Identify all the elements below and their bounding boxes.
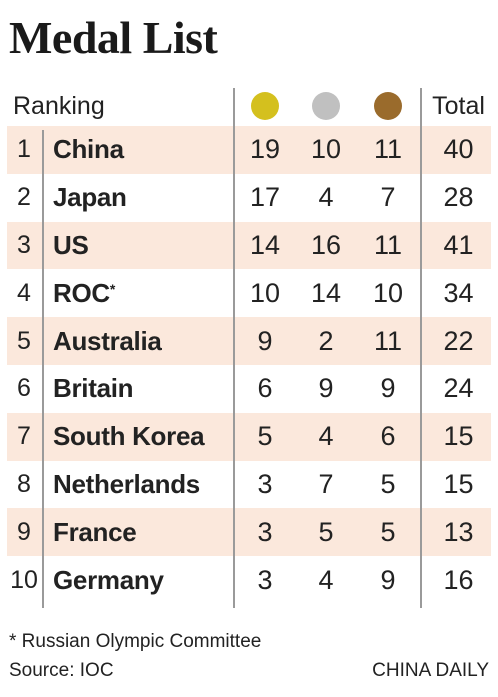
gold-count: 6: [257, 373, 273, 404]
footnote-mark: *: [109, 281, 116, 298]
country-cell: Japan: [53, 174, 238, 222]
table-row: 6 Britain 6 9 9 24: [7, 365, 491, 413]
bronze-count: 11: [373, 134, 403, 165]
bronze-count: 11: [373, 229, 403, 260]
rank-cell: 5: [17, 326, 31, 355]
total-count: 15: [443, 468, 474, 499]
bronze-count: 6: [380, 421, 396, 452]
table-row: 4 ROC * 10 14 10 34: [7, 269, 491, 317]
bronze-medal-icon: [374, 92, 402, 120]
column-divider: [233, 88, 235, 608]
table-row: 9 France 3 5 5 13: [7, 508, 491, 557]
table-row: 3 US 14 16 11 41: [7, 221, 491, 270]
table-row: 10 Germany 3 4 9 16: [7, 556, 491, 604]
total-count: 34: [443, 277, 474, 308]
ranking-header: Ranking: [13, 91, 105, 120]
gold-medal-icon: [251, 92, 279, 120]
bronze-count: 5: [380, 516, 396, 547]
total-count: 22: [443, 325, 474, 356]
bronze-count: 7: [380, 182, 396, 213]
country-name: Japan: [53, 182, 127, 213]
gold-count: 3: [257, 564, 273, 595]
country-cell: Britain: [53, 365, 238, 413]
country-name: Germany: [53, 564, 164, 595]
country-name: South Korea: [53, 421, 205, 452]
silver-count: 9: [318, 373, 334, 404]
medal-table: Ranking Total 1 China 19 10 11 40 2 Japan 17 4 7 28…: [7, 86, 491, 604]
rank-cell: 6: [17, 374, 31, 403]
country-cell: Australia: [53, 317, 238, 365]
total-count: 15: [443, 421, 474, 452]
silver-column-header: [295, 86, 357, 126]
gold-count: 5: [257, 421, 273, 452]
silver-count: 4: [318, 182, 334, 213]
country-cell: Germany: [53, 556, 238, 604]
country-cell: South Korea: [53, 413, 238, 461]
total-count: 13: [443, 516, 474, 547]
country-cell: ROC *: [53, 269, 238, 317]
rank-cell: 2: [17, 183, 31, 212]
country-name: Britain: [53, 373, 134, 404]
page-title: Medal List: [9, 12, 218, 63]
rank-cell: 4: [17, 278, 31, 307]
table-row: 8 Netherlands 3 7 5 15: [7, 461, 491, 509]
total-count: 28: [443, 182, 474, 213]
bronze-count: 5: [380, 468, 396, 499]
rank-cell: 1: [17, 135, 31, 164]
rank-cell: 9: [17, 517, 31, 546]
gold-count: 3: [257, 516, 273, 547]
brand-label: CHINA DAILY: [372, 660, 489, 681]
silver-count: 10: [310, 134, 342, 165]
total-header: Total: [432, 91, 485, 120]
gold-count: 3: [257, 468, 273, 499]
silver-count: 4: [318, 564, 334, 595]
rank-cell: 8: [17, 469, 31, 498]
table-row: 7 South Korea 5 4 6 15: [7, 412, 491, 461]
gold-count: 9: [257, 325, 273, 356]
column-divider: [42, 130, 44, 608]
total-count: 40: [443, 134, 474, 165]
country-name: Australia: [53, 325, 162, 356]
country-name: France: [53, 516, 137, 547]
country-name: US: [53, 229, 89, 260]
silver-count: 14: [310, 277, 342, 308]
total-count: 24: [443, 373, 474, 404]
silver-count: 5: [318, 516, 334, 547]
rank-cell: 10: [10, 565, 38, 594]
silver-medal-icon: [312, 92, 340, 120]
country-cell: China: [53, 126, 238, 174]
table-row: 1 China 19 10 11 40: [7, 126, 491, 174]
bronze-count: 11: [373, 325, 403, 356]
footnote: * Russian Olympic Committee: [9, 631, 262, 652]
table-header: Ranking Total: [7, 86, 491, 126]
silver-count: 4: [318, 421, 334, 452]
rank-cell: 3: [17, 230, 31, 259]
table-row: 2 Japan 17 4 7 28: [7, 174, 491, 222]
silver-count: 7: [318, 468, 334, 499]
bronze-column-header: [357, 86, 419, 126]
silver-count: 2: [318, 325, 334, 356]
gold-count: 19: [249, 134, 281, 165]
gold-count: 17: [249, 182, 281, 213]
bronze-count: 9: [380, 373, 396, 404]
country-cell: US: [53, 222, 238, 270]
rank-cell: 7: [17, 422, 31, 451]
column-divider: [420, 88, 422, 608]
total-count: 41: [443, 229, 474, 260]
table-body: 1 China 19 10 11 40 2 Japan 17 4 7 28 3 US 14 16 11 41 4 RO…: [7, 126, 491, 604]
table-row: 5 Australia 9 2 11 22: [7, 317, 491, 365]
country-name: Netherlands: [53, 468, 200, 499]
gold-count: 10: [249, 277, 281, 308]
silver-count: 16: [310, 229, 342, 260]
total-count: 16: [443, 564, 474, 595]
country-cell: France: [53, 508, 238, 556]
country-name: China: [53, 134, 124, 165]
country-cell: Netherlands: [53, 461, 238, 509]
gold-count: 14: [249, 229, 281, 260]
country-name: ROC: [53, 277, 110, 308]
bronze-count: 10: [372, 277, 404, 308]
bronze-count: 9: [380, 564, 396, 595]
gold-column-header: [234, 86, 296, 126]
source-line: Source: IOC: [9, 660, 114, 681]
